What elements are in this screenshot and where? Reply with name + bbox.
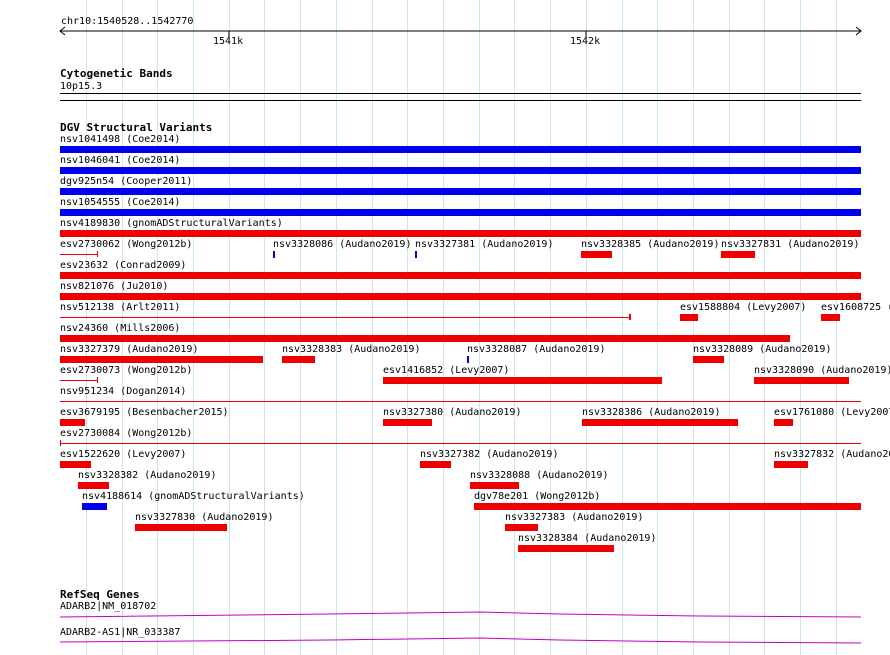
variant-feature-loss[interactable]: [78, 482, 109, 489]
variant-feature-loss[interactable]: [693, 356, 724, 363]
feature-label[interactable]: nsv3328386 (Audano2019): [582, 407, 721, 418]
variant-feature-gain[interactable]: [467, 356, 469, 363]
variant-feature-loss[interactable]: [774, 419, 793, 426]
variant-feature-loss[interactable]: [774, 461, 808, 468]
variant-feature-thin[interactable]: [60, 380, 98, 381]
variant-feature-loss[interactable]: [420, 461, 451, 468]
variant-feature-gain[interactable]: [273, 251, 275, 258]
variant-feature-gain[interactable]: [60, 146, 861, 153]
variant-feature-loss[interactable]: [474, 503, 861, 510]
feature-label[interactable]: nsv3328087 (Audano2019): [467, 344, 606, 355]
gene-label[interactable]: ADARB2|NM_018702: [60, 601, 157, 612]
feature-label[interactable]: nsv3328090 (Audano2019): [754, 365, 890, 376]
variant-feature-loss[interactable]: [60, 461, 91, 468]
feature-label[interactable]: nsv3327831 (Audano2019): [721, 239, 860, 250]
feature-label[interactable]: esv3679195 (Besenbacher2015): [60, 407, 229, 418]
variant-feature-loss[interactable]: [60, 356, 263, 363]
variant-feature-gain[interactable]: [82, 503, 107, 510]
variant-feature-loss[interactable]: [60, 293, 861, 300]
variant-feature-thin[interactable]: [60, 317, 630, 318]
variant-feature-loss[interactable]: [383, 419, 432, 426]
variant-feature-gain[interactable]: [415, 251, 417, 258]
feature-label[interactable]: nsv3327383 (Audano2019): [505, 512, 644, 523]
feature-label[interactable]: esv23632 (Conrad2009): [60, 260, 187, 271]
variant-feature-loss[interactable]: [581, 251, 612, 258]
feature-label[interactable]: nsv3328088 (Audano2019): [470, 470, 609, 481]
variant-feature-loss[interactable]: [135, 524, 227, 531]
variant-feature-gain[interactable]: [60, 188, 861, 195]
variant-feature-thin[interactable]: [60, 443, 861, 444]
variant-feature-loss[interactable]: [680, 314, 698, 321]
feature-label[interactable]: nsv3327381 (Audano2019): [415, 239, 554, 250]
dgv-track-title: DGV Structural Variants: [60, 121, 213, 134]
variant-feature-loss[interactable]: [60, 335, 790, 342]
feature-label[interactable]: nsv3327382 (Audano2019): [420, 449, 559, 460]
variant-feature-end: [97, 251, 98, 257]
tick-label-1541k: 1541k: [213, 36, 244, 47]
variant-feature-loss[interactable]: [721, 251, 755, 258]
feature-label[interactable]: nsv4188614 (gnomADStructuralVariants): [82, 491, 305, 502]
feature-label[interactable]: esv1761080 (Levy2007: [774, 407, 890, 418]
variant-feature-loss[interactable]: [754, 377, 849, 384]
feature-label[interactable]: nsv4189830 (gnomADStructuralVariants): [60, 218, 283, 229]
variant-feature-end: [60, 440, 61, 446]
cytoband-feature[interactable]: [60, 93, 861, 94]
feature-label[interactable]: nsv951234 (Dogan2014): [60, 386, 187, 397]
feature-label[interactable]: nsv3327830 (Audano2019): [135, 512, 274, 523]
feature-label[interactable]: nsv3328382 (Audano2019): [78, 470, 217, 481]
variant-feature-end: [629, 314, 631, 320]
tick-label-1542k: 1542k: [570, 36, 601, 47]
variant-feature-gain[interactable]: [60, 167, 861, 174]
variant-feature-loss[interactable]: [470, 482, 519, 489]
variant-feature-loss[interactable]: [518, 545, 614, 552]
feature-label[interactable]: nsv3327380 (Audano2019): [383, 407, 522, 418]
feature-label[interactable]: esv1608725 (: [821, 302, 890, 313]
feature-label[interactable]: nsv3328385 (Audano2019): [581, 239, 720, 250]
variant-feature-loss[interactable]: [383, 377, 662, 384]
feature-label[interactable]: esv1522620 (Levy2007): [60, 449, 187, 460]
feature-label[interactable]: dgv925n54 (Cooper2011): [60, 176, 193, 187]
feature-label[interactable]: nsv512138 (Arlt2011): [60, 302, 181, 313]
cytoband-label[interactable]: 10p15.3: [60, 81, 103, 92]
cytoband-feature-bottom: [60, 100, 861, 101]
feature-label[interactable]: nsv24360 (Mills2006): [60, 323, 181, 334]
feature-label[interactable]: esv2730062 (Wong2012b): [60, 239, 193, 250]
location-label: chr10:1540528..1542770: [61, 16, 194, 27]
variant-feature-thin[interactable]: [60, 401, 861, 402]
variant-feature-loss[interactable]: [60, 419, 85, 426]
feature-label[interactable]: esv2730084 (Wong2012b): [60, 428, 193, 439]
variant-feature-thin[interactable]: [60, 254, 98, 255]
feature-label[interactable]: esv2730073 (Wong2012b): [60, 365, 193, 376]
feature-label[interactable]: nsv3328384 (Audano2019): [518, 533, 657, 544]
feature-label[interactable]: nsv3327832 (Audano20: [774, 449, 890, 460]
feature-label[interactable]: nsv3328089 (Audano2019): [693, 344, 832, 355]
variant-feature-loss[interactable]: [821, 314, 840, 321]
feature-label[interactable]: nsv821076 (Ju2010): [60, 281, 169, 292]
feature-label[interactable]: nsv3327379 (Audano2019): [60, 344, 199, 355]
ruler-axis[interactable]: [0, 0, 890, 60]
gene-label[interactable]: ADARB2-AS1|NR_033387: [60, 627, 181, 638]
feature-label[interactable]: esv1588804 (Levy2007): [680, 302, 807, 313]
feature-label[interactable]: esv1416852 (Levy2007): [383, 365, 510, 376]
feature-label[interactable]: nsv1046041 (Coe2014): [60, 155, 181, 166]
feature-label[interactable]: nsv1041498 (Coe2014): [60, 134, 181, 145]
variant-feature-loss[interactable]: [582, 419, 738, 426]
variant-feature-end: [97, 377, 98, 383]
variant-feature-loss[interactable]: [60, 230, 861, 237]
refseq-track-title: RefSeq Genes: [60, 588, 140, 601]
variant-feature-loss[interactable]: [60, 272, 861, 279]
cytoband-track-title: Cytogenetic Bands: [60, 67, 173, 80]
feature-label[interactable]: nsv3328383 (Audano2019): [282, 344, 421, 355]
variant-feature-gain[interactable]: [60, 209, 861, 216]
feature-label[interactable]: nsv3328086 (Audano2019): [273, 239, 412, 250]
feature-label[interactable]: dgv78e201 (Wong2012b): [474, 491, 601, 502]
feature-label[interactable]: nsv1054555 (Coe2014): [60, 197, 181, 208]
variant-feature-loss[interactable]: [505, 524, 538, 531]
variant-feature-loss[interactable]: [282, 356, 315, 363]
